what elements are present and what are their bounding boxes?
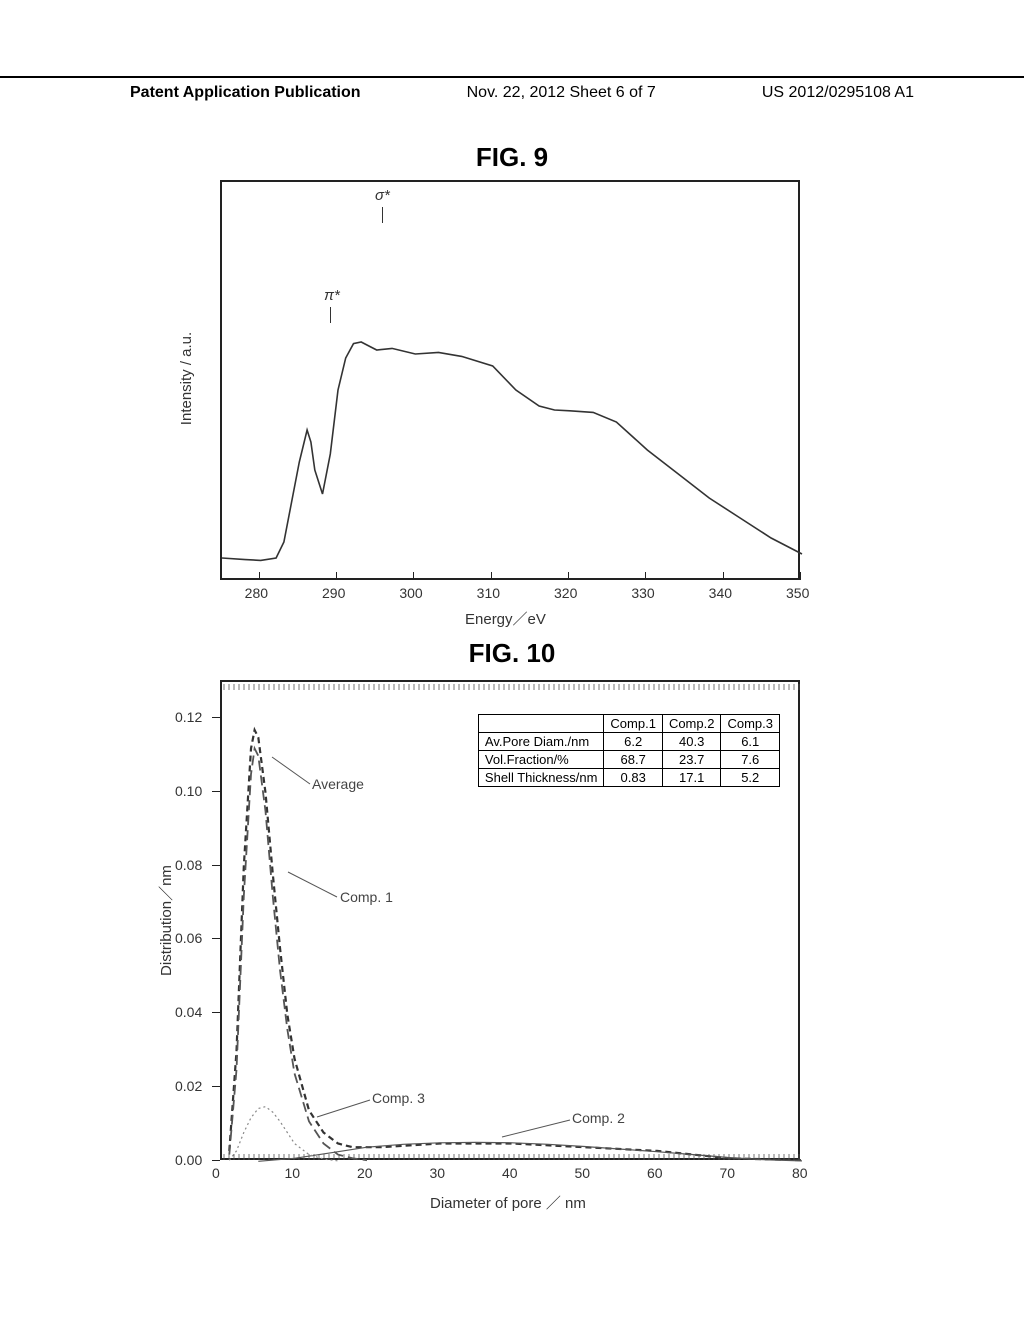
fig10-comp1-curve [229,749,367,1161]
label-comp1: Comp. 1 [340,889,393,905]
fig10-label: FIG. 10 [469,638,556,669]
sigma-star-marker [382,207,383,223]
fig10-ytick: 0.04 [175,1004,202,1020]
fig10-ytick: 0.06 [175,930,202,946]
fig10-xtick: 10 [285,1165,301,1181]
fig10-ytick: 0.00 [175,1152,202,1168]
fig10-xtick: 60 [647,1165,663,1181]
table-header: Comp.1 [604,715,663,733]
fig9-xtick: 340 [709,585,732,601]
fig9-xtick: 290 [322,585,345,601]
table-header: Comp.3 [721,715,780,733]
fig9-xtick: 310 [477,585,500,601]
fig10-comp3-curve [229,1107,338,1161]
table-cell: Vol.Fraction/% [478,751,603,769]
fig9-xtick: 330 [631,585,654,601]
label-comp3: Comp. 3 [372,1090,425,1106]
fig9-xtick: 320 [554,585,577,601]
fig10-ytick: 0.10 [175,783,202,799]
fig10-xtick: 70 [720,1165,736,1181]
table-cell: 5.2 [721,769,780,787]
label-average: Average [312,776,364,792]
fig9-xlabel: Energy／eV [465,608,546,629]
fig10-ylabel: Distribution／nm [155,865,176,976]
fig9-curve [222,342,802,560]
pi-star-marker [330,307,331,323]
fig10-xlabel: Diameter of pore ／ nm [430,1192,586,1213]
fig10-xtick: 0 [212,1165,220,1181]
pi-star-label: π* [324,287,340,304]
fig10-ytick: 0.02 [175,1078,202,1094]
fig10-xtick: 20 [357,1165,373,1181]
table-cell: 40.3 [662,733,721,751]
table-cell: 0.83 [604,769,663,787]
table-cell: Av.Pore Diam./nm [478,733,603,751]
table-cell: 7.6 [721,751,780,769]
page-header: Patent Application Publication Nov. 22, … [0,76,1024,102]
table-cell: 17.1 [662,769,721,787]
sigma-star-label: σ* [375,187,390,204]
header-right: US 2012/0295108 A1 [762,84,914,102]
header-center: Nov. 22, 2012 Sheet 6 of 7 [467,84,656,102]
fig9-chart: π* σ* [220,180,800,580]
table-cell: 6.2 [604,733,663,751]
fig10-chart: Comp.1Comp.2Comp.3 Av.Pore Diam./nm6.240… [220,680,800,1160]
table-header: Comp.2 [662,715,721,733]
table-cell: 68.7 [604,751,663,769]
fig9-label: FIG. 9 [476,142,548,173]
table-cell: 6.1 [721,733,780,751]
fig10-xtick: 80 [792,1165,808,1181]
fig9-xtick: 350 [786,585,809,601]
fig10-ytick: 0.12 [175,709,202,725]
table-cell: Shell Thickness/nm [478,769,603,787]
fig10-baseline-hatch [224,1154,799,1160]
fig10-data-table: Comp.1Comp.2Comp.3 Av.Pore Diam./nm6.240… [478,714,780,787]
fig9-ylabel: Intensity / a.u. [178,332,195,425]
fig9-xtick: 280 [245,585,268,601]
label-comp2: Comp. 2 [572,1110,625,1126]
fig10-xtick: 50 [575,1165,591,1181]
header-left: Patent Application Publication [130,84,361,102]
fig10-ytick: 0.08 [175,857,202,873]
table-cell: 23.7 [662,751,721,769]
table-header [478,715,603,733]
fig10-average-curve [229,730,802,1160]
fig9-xtick: 300 [399,585,422,601]
fig10-xtick: 30 [430,1165,446,1181]
fig10-xtick: 40 [502,1165,518,1181]
fig10-top-ticks [224,684,799,690]
